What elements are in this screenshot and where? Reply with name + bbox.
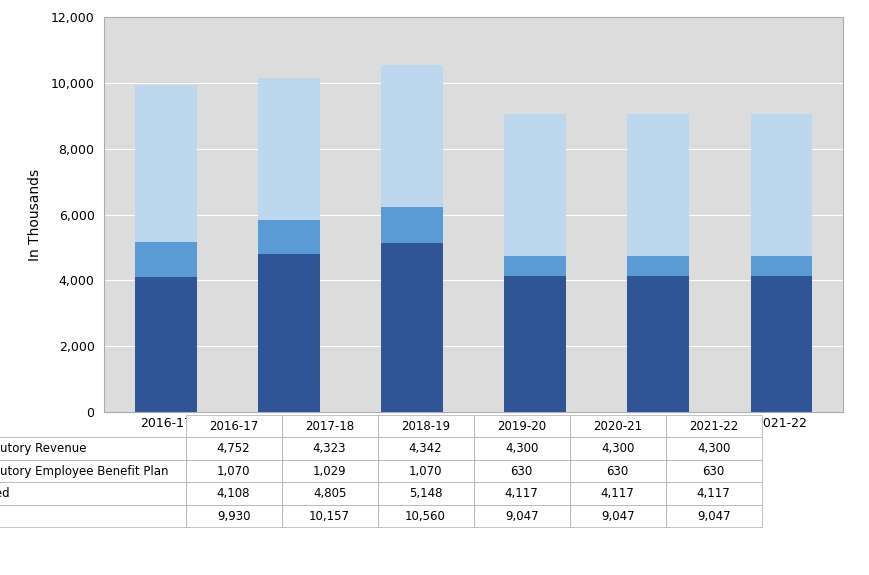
Bar [135, 85, 196, 242]
Bar [135, 242, 196, 277]
Bar [751, 256, 813, 277]
Bar [504, 256, 566, 277]
Bar [504, 114, 566, 256]
Bar [627, 114, 689, 256]
Bar [258, 220, 320, 254]
Bar [381, 64, 443, 208]
Bar [135, 277, 196, 412]
Bar [381, 208, 443, 243]
Bar [751, 277, 813, 412]
Bar [627, 256, 689, 277]
Bar [258, 78, 320, 220]
Bar [627, 277, 689, 412]
Bar [751, 114, 813, 256]
Bar [258, 254, 320, 412]
Y-axis label: In Thousands: In Thousands [29, 168, 43, 260]
Bar [381, 243, 443, 412]
Bar [504, 277, 566, 412]
